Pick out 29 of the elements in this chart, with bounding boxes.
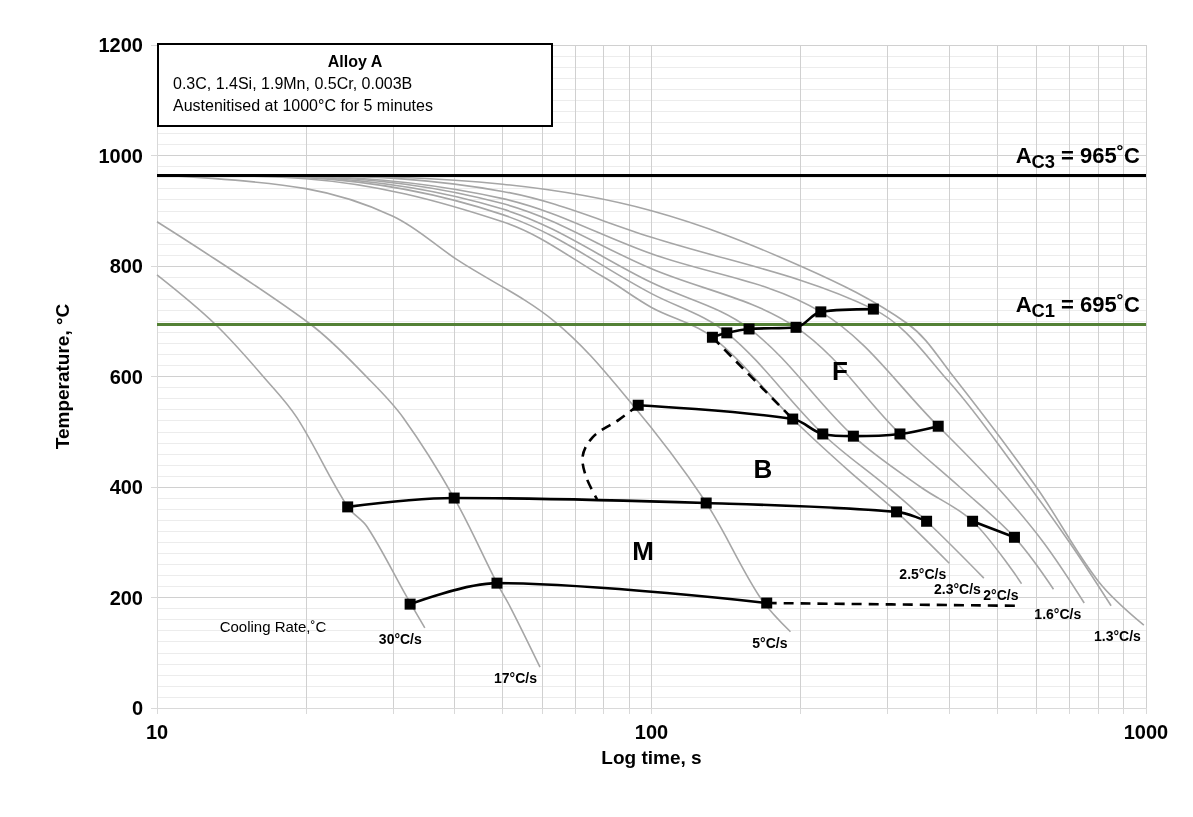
- series-label: 30°C/s: [378, 630, 423, 647]
- y-axis-title: Temperature, °C: [52, 303, 73, 450]
- series-label: 2°C/s: [983, 586, 1019, 603]
- series-label: 2.5°C/s: [899, 566, 947, 583]
- series-label: 2.3°C/s: [933, 581, 982, 598]
- series-label: 5°C/s: [752, 634, 788, 651]
- x-tick-label: 1000: [1123, 721, 1169, 743]
- y-tick-label: 1200: [98, 34, 143, 56]
- series-label: 1.6°C/s: [1034, 606, 1082, 623]
- annotation: M: [632, 535, 654, 567]
- y-tick-label: 1000: [98, 144, 143, 167]
- annotation: 0.3C, 1.4Si, 1.9Mn, 0.5Cr, 0.003B: [173, 74, 414, 94]
- y-tick-label: 200: [109, 586, 143, 609]
- y-tick-label: 0: [131, 697, 143, 719]
- annotation: Austenitised at 1000°C for 5 minutes: [173, 96, 434, 116]
- y-tick-label: 800: [109, 255, 143, 277]
- x-tick-label: 100: [634, 721, 669, 743]
- series-label: 1.3°C/s: [1093, 628, 1142, 645]
- y-tick-label: 400: [109, 476, 143, 498]
- annotation: F: [832, 355, 848, 387]
- y-tick-label: 600: [109, 365, 143, 388]
- annotation: B: [753, 453, 773, 485]
- x-axis-title: Log time, s: [601, 747, 702, 768]
- ref-line-label: A$_{C1}$ = 695˚C: [1015, 291, 1140, 324]
- ref-line-label: A$_{C3}$ = 965˚C: [1015, 141, 1140, 175]
- annotation: Cooling Rate,˚C: [219, 617, 327, 635]
- text-box: Alloy A 0.3C, 1.4Si, 1.9Mn, 0.5Cr, 0.003B Austenitised at 1000°C for 5 minutes: [157, 43, 553, 127]
- x-tick-label: 10: [145, 721, 169, 743]
- series-label: 17°C/s: [494, 670, 538, 687]
